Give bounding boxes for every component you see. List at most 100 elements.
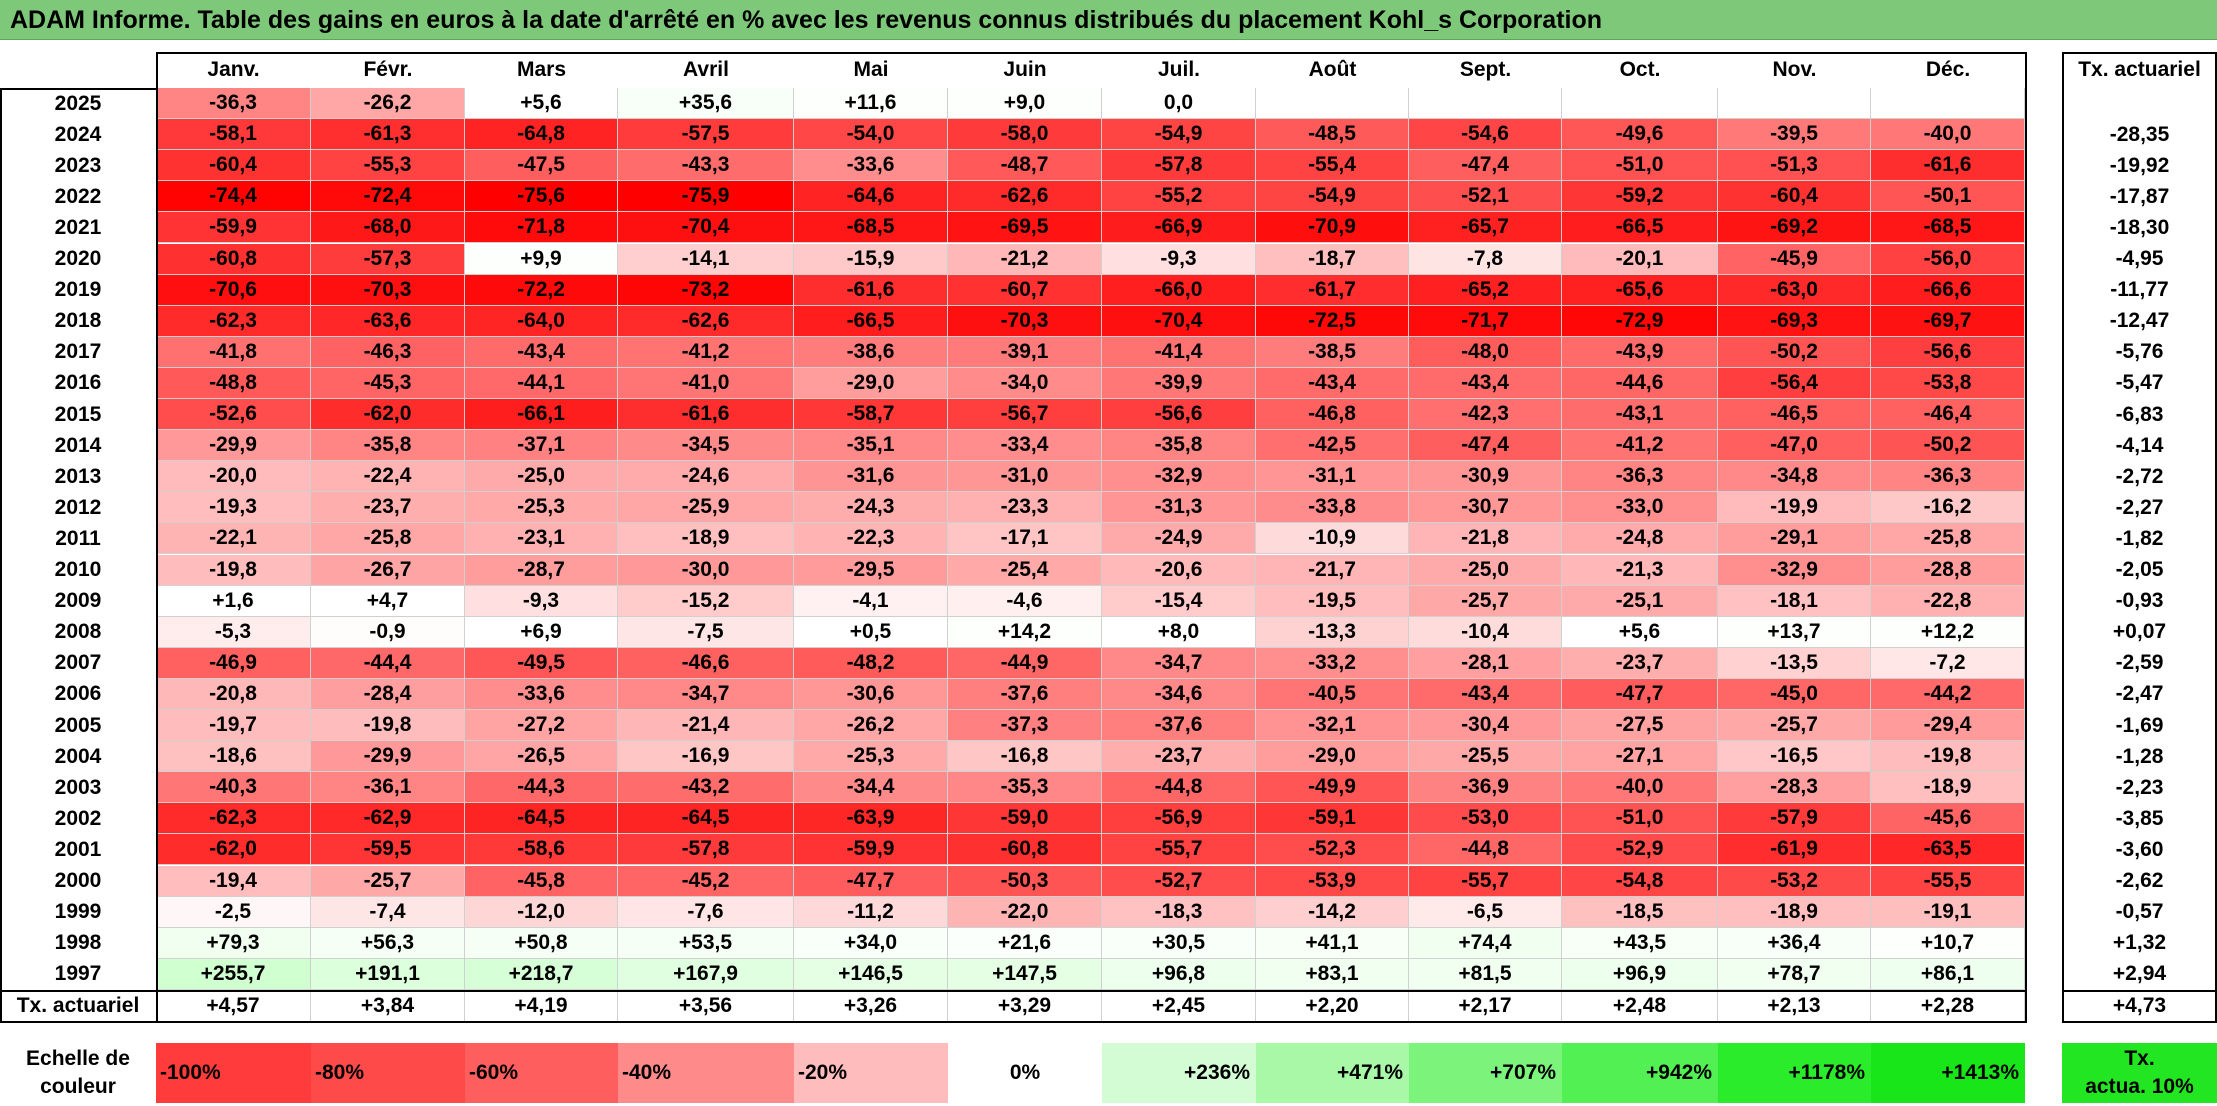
table-cell[interactable]: -22,1 xyxy=(156,523,311,555)
table-cell[interactable]: -64,5 xyxy=(465,803,618,835)
table-cell[interactable]: -40,3 xyxy=(156,772,311,804)
table-cell[interactable]: -48,5 xyxy=(1256,119,1409,151)
table-cell[interactable]: +81,5 xyxy=(1409,958,1562,990)
table-cell[interactable]: -59,0 xyxy=(948,803,1102,835)
table-cell[interactable]: -64,8 xyxy=(465,119,618,151)
table-cell[interactable]: -60,4 xyxy=(156,150,311,182)
table-cell[interactable]: -19,3 xyxy=(156,492,311,524)
table-cell[interactable]: +4,7 xyxy=(311,585,465,617)
table-cell[interactable]: -66,5 xyxy=(1562,212,1718,244)
table-cell[interactable]: +96,9 xyxy=(1562,958,1718,990)
table-cell[interactable]: -35,1 xyxy=(794,430,948,462)
table-cell[interactable]: -44,6 xyxy=(1562,367,1718,399)
table-cell[interactable]: -34,4 xyxy=(794,772,948,804)
table-cell[interactable]: -43,9 xyxy=(1562,336,1718,368)
table-cell[interactable]: -41,0 xyxy=(618,367,794,399)
table-cell[interactable]: -43,3 xyxy=(618,150,794,182)
table-cell[interactable]: -18,6 xyxy=(156,741,311,773)
table-cell[interactable]: -29,4 xyxy=(1871,710,2025,742)
table-cell[interactable]: -45,8 xyxy=(465,865,618,897)
table-cell[interactable]: +255,7 xyxy=(156,958,311,990)
table-cell[interactable]: -68,5 xyxy=(1871,212,2025,244)
table-cell[interactable]: -19,8 xyxy=(156,554,311,586)
table-cell[interactable]: -37,1 xyxy=(465,430,618,462)
table-cell[interactable]: -50,2 xyxy=(1718,336,1871,368)
table-cell[interactable]: -31,0 xyxy=(948,461,1102,493)
table-cell[interactable]: -75,9 xyxy=(618,181,794,213)
table-cell[interactable]: -47,0 xyxy=(1718,430,1871,462)
table-cell[interactable]: -75,6 xyxy=(465,181,618,213)
table-cell[interactable]: -70,9 xyxy=(1256,212,1409,244)
table-cell[interactable]: -41,2 xyxy=(1562,430,1718,462)
table-cell[interactable]: -33,6 xyxy=(465,678,618,710)
table-cell[interactable]: -62,9 xyxy=(311,803,465,835)
table-cell[interactable]: -48,2 xyxy=(794,647,948,679)
table-cell[interactable]: -48,7 xyxy=(948,150,1102,182)
table-cell[interactable]: -7,6 xyxy=(618,896,794,928)
table-cell[interactable]: -65,7 xyxy=(1409,212,1562,244)
table-cell[interactable]: +96,8 xyxy=(1102,958,1256,990)
table-cell[interactable]: -55,7 xyxy=(1409,865,1562,897)
table-cell[interactable]: -60,8 xyxy=(156,243,311,275)
table-cell[interactable]: +35,6 xyxy=(618,88,794,120)
table-cell[interactable]: -18,9 xyxy=(1871,772,2025,804)
table-cell[interactable]: -10,9 xyxy=(1256,523,1409,555)
table-cell[interactable]: -66,0 xyxy=(1102,274,1256,306)
table-cell[interactable]: -9,3 xyxy=(465,585,618,617)
table-cell[interactable]: -18,3 xyxy=(1102,896,1256,928)
table-cell[interactable]: -55,2 xyxy=(1102,181,1256,213)
table-cell[interactable]: -52,7 xyxy=(1102,865,1256,897)
table-cell[interactable]: -62,0 xyxy=(156,834,311,866)
table-cell[interactable]: -17,1 xyxy=(948,523,1102,555)
table-cell[interactable]: +86,1 xyxy=(1871,958,2025,990)
table-cell[interactable]: -29,0 xyxy=(794,367,948,399)
table-cell[interactable]: -71,7 xyxy=(1409,305,1562,337)
table-cell[interactable]: -31,6 xyxy=(794,461,948,493)
table-cell[interactable]: -14,2 xyxy=(1256,896,1409,928)
table-cell[interactable]: -50,1 xyxy=(1871,181,2025,213)
table-cell[interactable]: -29,9 xyxy=(156,430,311,462)
table-cell[interactable]: -58,7 xyxy=(794,399,948,431)
table-cell[interactable]: -20,0 xyxy=(156,461,311,493)
table-cell[interactable]: -55,7 xyxy=(1102,834,1256,866)
table-cell[interactable]: -21,3 xyxy=(1562,554,1718,586)
table-cell[interactable]: -64,0 xyxy=(465,305,618,337)
table-cell[interactable]: -66,1 xyxy=(465,399,618,431)
table-cell[interactable]: -74,4 xyxy=(156,181,311,213)
table-cell[interactable]: -25,4 xyxy=(948,554,1102,586)
table-cell[interactable]: -16,8 xyxy=(948,741,1102,773)
table-cell[interactable]: -41,4 xyxy=(1102,336,1256,368)
table-cell[interactable]: -9,3 xyxy=(1102,243,1256,275)
table-cell[interactable]: -69,2 xyxy=(1718,212,1871,244)
table-cell[interactable]: -72,4 xyxy=(311,181,465,213)
table-cell[interactable]: -37,3 xyxy=(948,710,1102,742)
table-cell[interactable]: -49,6 xyxy=(1562,119,1718,151)
table-cell[interactable]: -59,5 xyxy=(311,834,465,866)
table-cell[interactable]: -55,3 xyxy=(311,150,465,182)
table-cell[interactable]: +79,3 xyxy=(156,927,311,959)
table-cell[interactable]: -46,4 xyxy=(1871,399,2025,431)
table-cell[interactable]: -20,6 xyxy=(1102,554,1256,586)
table-cell[interactable]: -34,8 xyxy=(1718,461,1871,493)
table-cell[interactable]: -53,0 xyxy=(1409,803,1562,835)
table-cell[interactable]: -16,2 xyxy=(1871,492,2025,524)
table-cell[interactable]: -66,6 xyxy=(1871,274,2025,306)
table-cell[interactable]: -36,1 xyxy=(311,772,465,804)
table-cell[interactable]: -30,0 xyxy=(618,554,794,586)
table-cell[interactable]: -60,7 xyxy=(948,274,1102,306)
table-cell[interactable]: -23,7 xyxy=(311,492,465,524)
table-cell[interactable]: +50,8 xyxy=(465,927,618,959)
table-cell[interactable]: -23,7 xyxy=(1562,647,1718,679)
table-cell[interactable]: -28,4 xyxy=(311,678,465,710)
table-cell[interactable]: -66,5 xyxy=(794,305,948,337)
table-cell[interactable]: -59,2 xyxy=(1562,181,1718,213)
table-cell[interactable]: -0,9 xyxy=(311,616,465,648)
table-cell[interactable]: -68,0 xyxy=(311,212,465,244)
table-cell[interactable]: +218,7 xyxy=(465,958,618,990)
table-cell[interactable]: -30,4 xyxy=(1409,710,1562,742)
table-cell[interactable]: -61,7 xyxy=(1256,274,1409,306)
table-cell[interactable]: -50,3 xyxy=(948,865,1102,897)
table-cell[interactable]: -47,4 xyxy=(1409,150,1562,182)
table-cell[interactable]: -36,3 xyxy=(1871,461,2025,493)
table-cell[interactable]: -33,6 xyxy=(794,150,948,182)
